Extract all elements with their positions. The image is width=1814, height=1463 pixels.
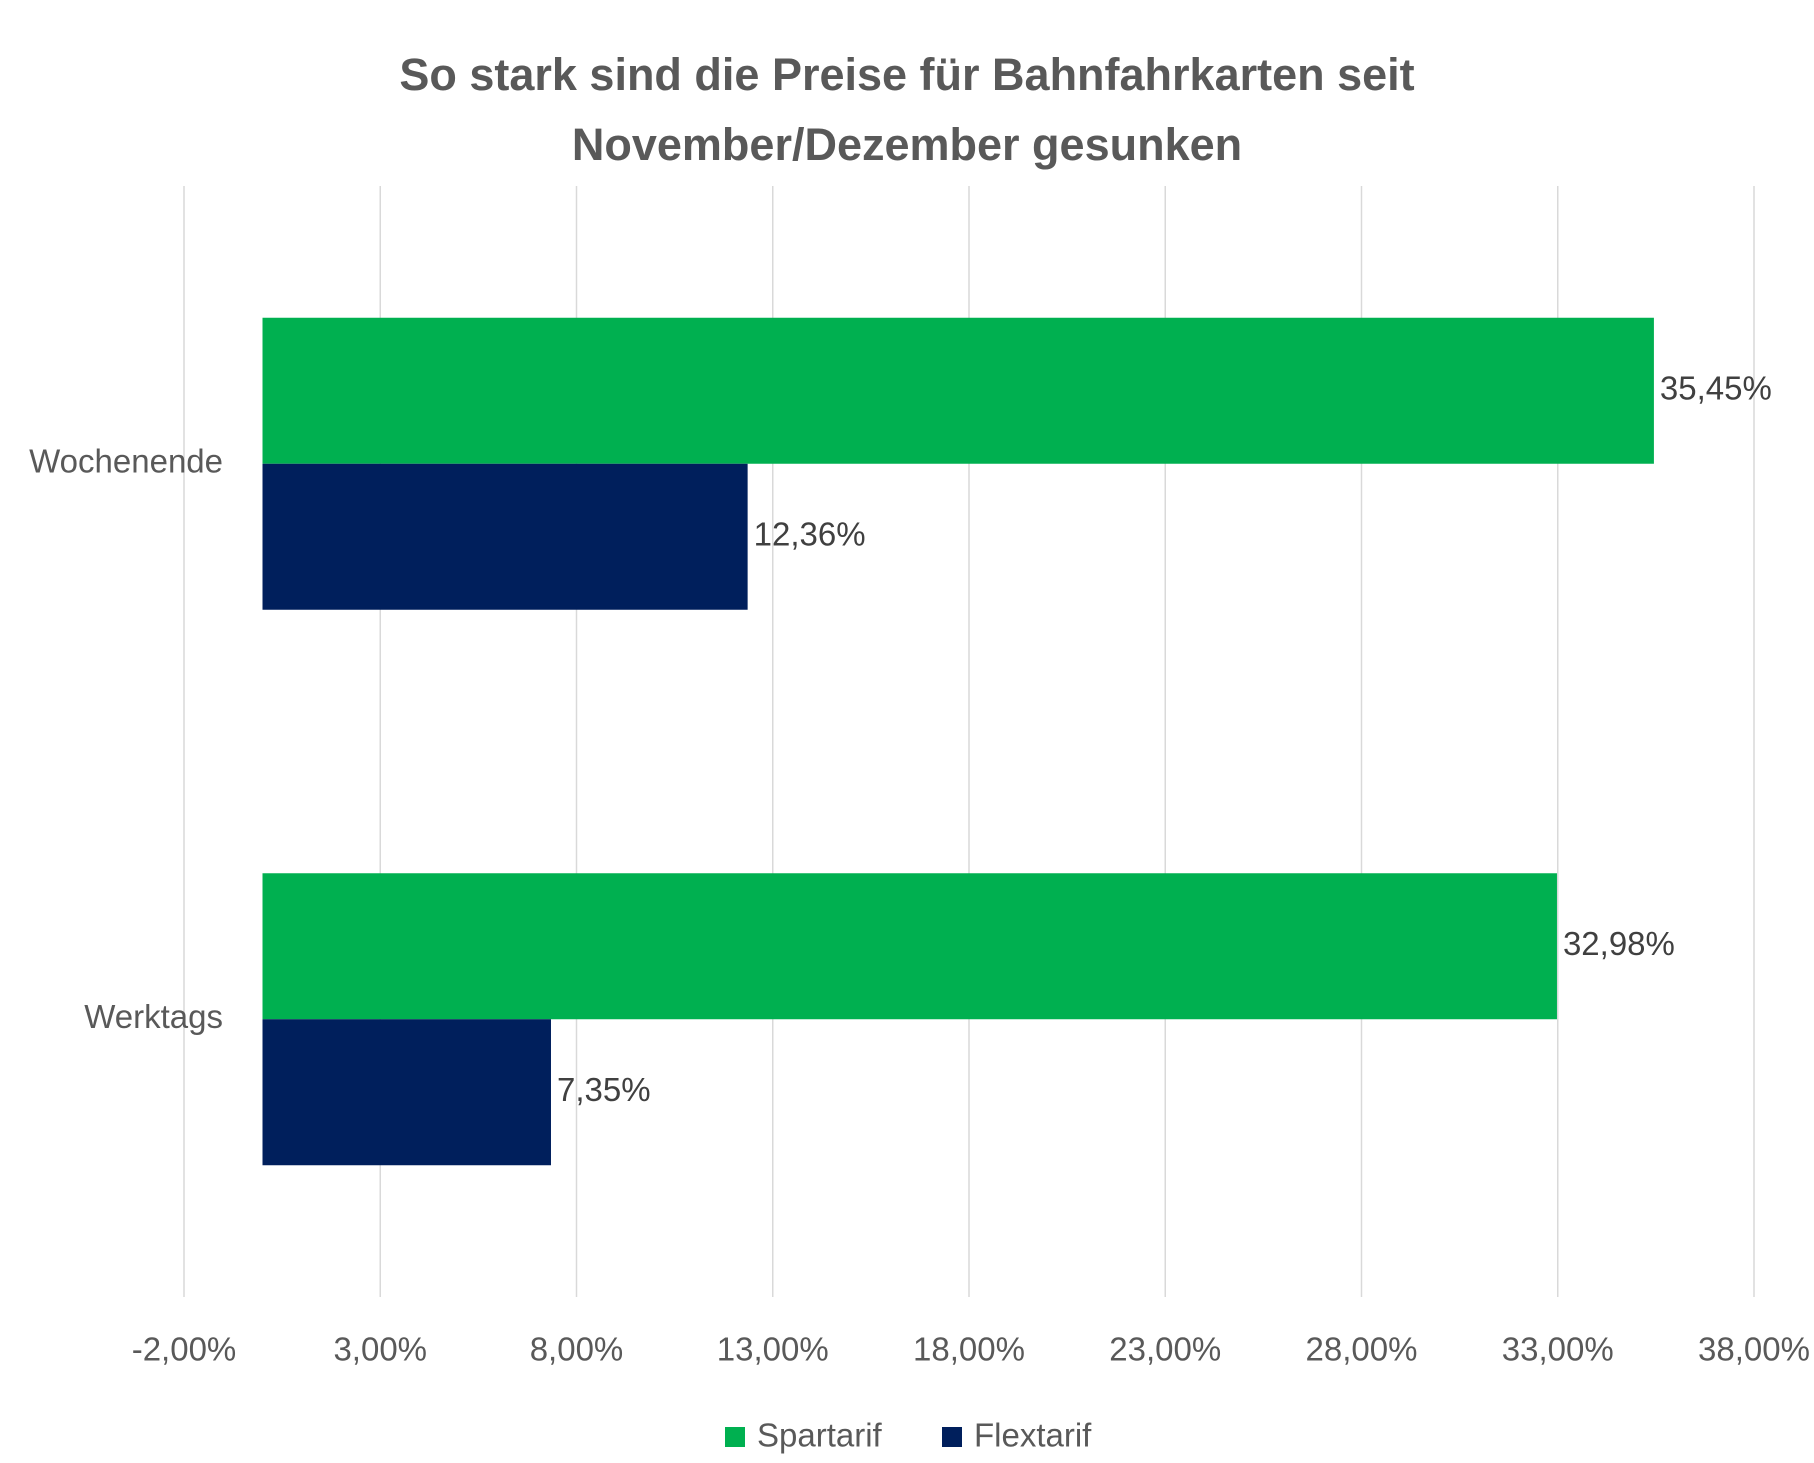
legend-swatch xyxy=(942,1427,962,1447)
value-label: 35,45% xyxy=(1660,369,1772,406)
value-label: 7,35% xyxy=(557,1071,651,1108)
value-label: 12,36% xyxy=(754,515,866,552)
y-tick-label: Wochenende xyxy=(29,442,223,479)
bar xyxy=(262,873,1557,1020)
x-tick-label: 13,00% xyxy=(717,1331,829,1368)
x-tick-label: 8,00% xyxy=(530,1331,624,1368)
x-tick-label: 18,00% xyxy=(913,1331,1025,1368)
legend-label: Flextarif xyxy=(974,1417,1092,1454)
x-tick-label: 3,00% xyxy=(333,1331,427,1368)
x-tick-label: 38,00% xyxy=(1698,1331,1810,1368)
chart-title: So stark sind die Preise für Bahnfahrkar… xyxy=(399,49,1415,170)
legend-label: Spartarif xyxy=(757,1417,883,1454)
bar xyxy=(262,1019,551,1166)
y-tick-label: Werktags xyxy=(84,998,223,1035)
bar xyxy=(262,317,1654,464)
x-tick-label: -2,00% xyxy=(132,1331,237,1368)
x-tick-label: 28,00% xyxy=(1306,1331,1418,1368)
x-tick-label: 33,00% xyxy=(1502,1331,1614,1368)
legend-swatch xyxy=(725,1427,745,1447)
value-label: 32,98% xyxy=(1563,925,1675,962)
bar xyxy=(262,463,748,610)
x-tick-label: 23,00% xyxy=(1109,1331,1221,1368)
